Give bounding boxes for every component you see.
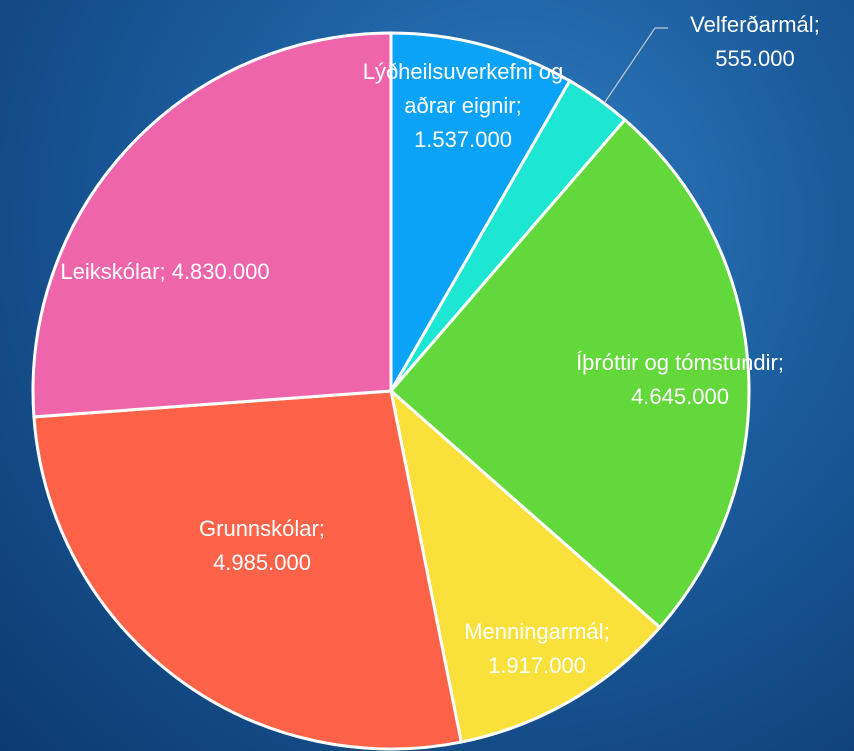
data-label: Íþróttir og tómstundir; 4.645.000 <box>510 346 850 414</box>
pie-slice <box>388 117 751 630</box>
data-label: Grunnskólar; 4.985.000 <box>142 512 382 580</box>
pie-slice <box>389 31 572 397</box>
category-label: Leikskólar <box>60 259 160 284</box>
value-label: 1.917.000 <box>488 653 586 678</box>
separator: ; <box>318 516 325 541</box>
category-label: Velferðarmál <box>690 12 814 37</box>
category-label: Grunnskólar <box>199 516 319 541</box>
value-label: 4.985.000 <box>213 550 311 575</box>
value-label: 4.830.000 <box>171 259 270 284</box>
leader-line <box>604 27 668 103</box>
category-label: Lýðheilsuverkefni og aðrar eignir <box>362 59 564 118</box>
category-label: Íþróttir og tómstundir <box>576 350 778 375</box>
data-label: Menningarmál; 1.917.000 <box>417 615 657 683</box>
data-label: Velferðarmál; 555.000 <box>655 8 854 76</box>
pie-slice <box>32 389 464 751</box>
separator: ; <box>777 350 784 375</box>
separator: ; <box>515 93 522 118</box>
value-label: 555.000 <box>715 46 795 71</box>
value-label: 4.645.000 <box>631 384 729 409</box>
data-label: Lýðheilsuverkefni og aðrar eignir; 1.537.… <box>361 55 566 157</box>
separator: ; <box>813 12 820 37</box>
value-label: 1.537.000 <box>414 127 512 152</box>
data-label: Leikskólar; 4.830.000 <box>0 255 345 289</box>
separator: ; <box>159 259 166 284</box>
pie-slice <box>388 386 662 744</box>
category-label: Menningarmál <box>464 619 604 644</box>
pie-slice <box>31 31 393 419</box>
separator: ; <box>603 619 610 644</box>
